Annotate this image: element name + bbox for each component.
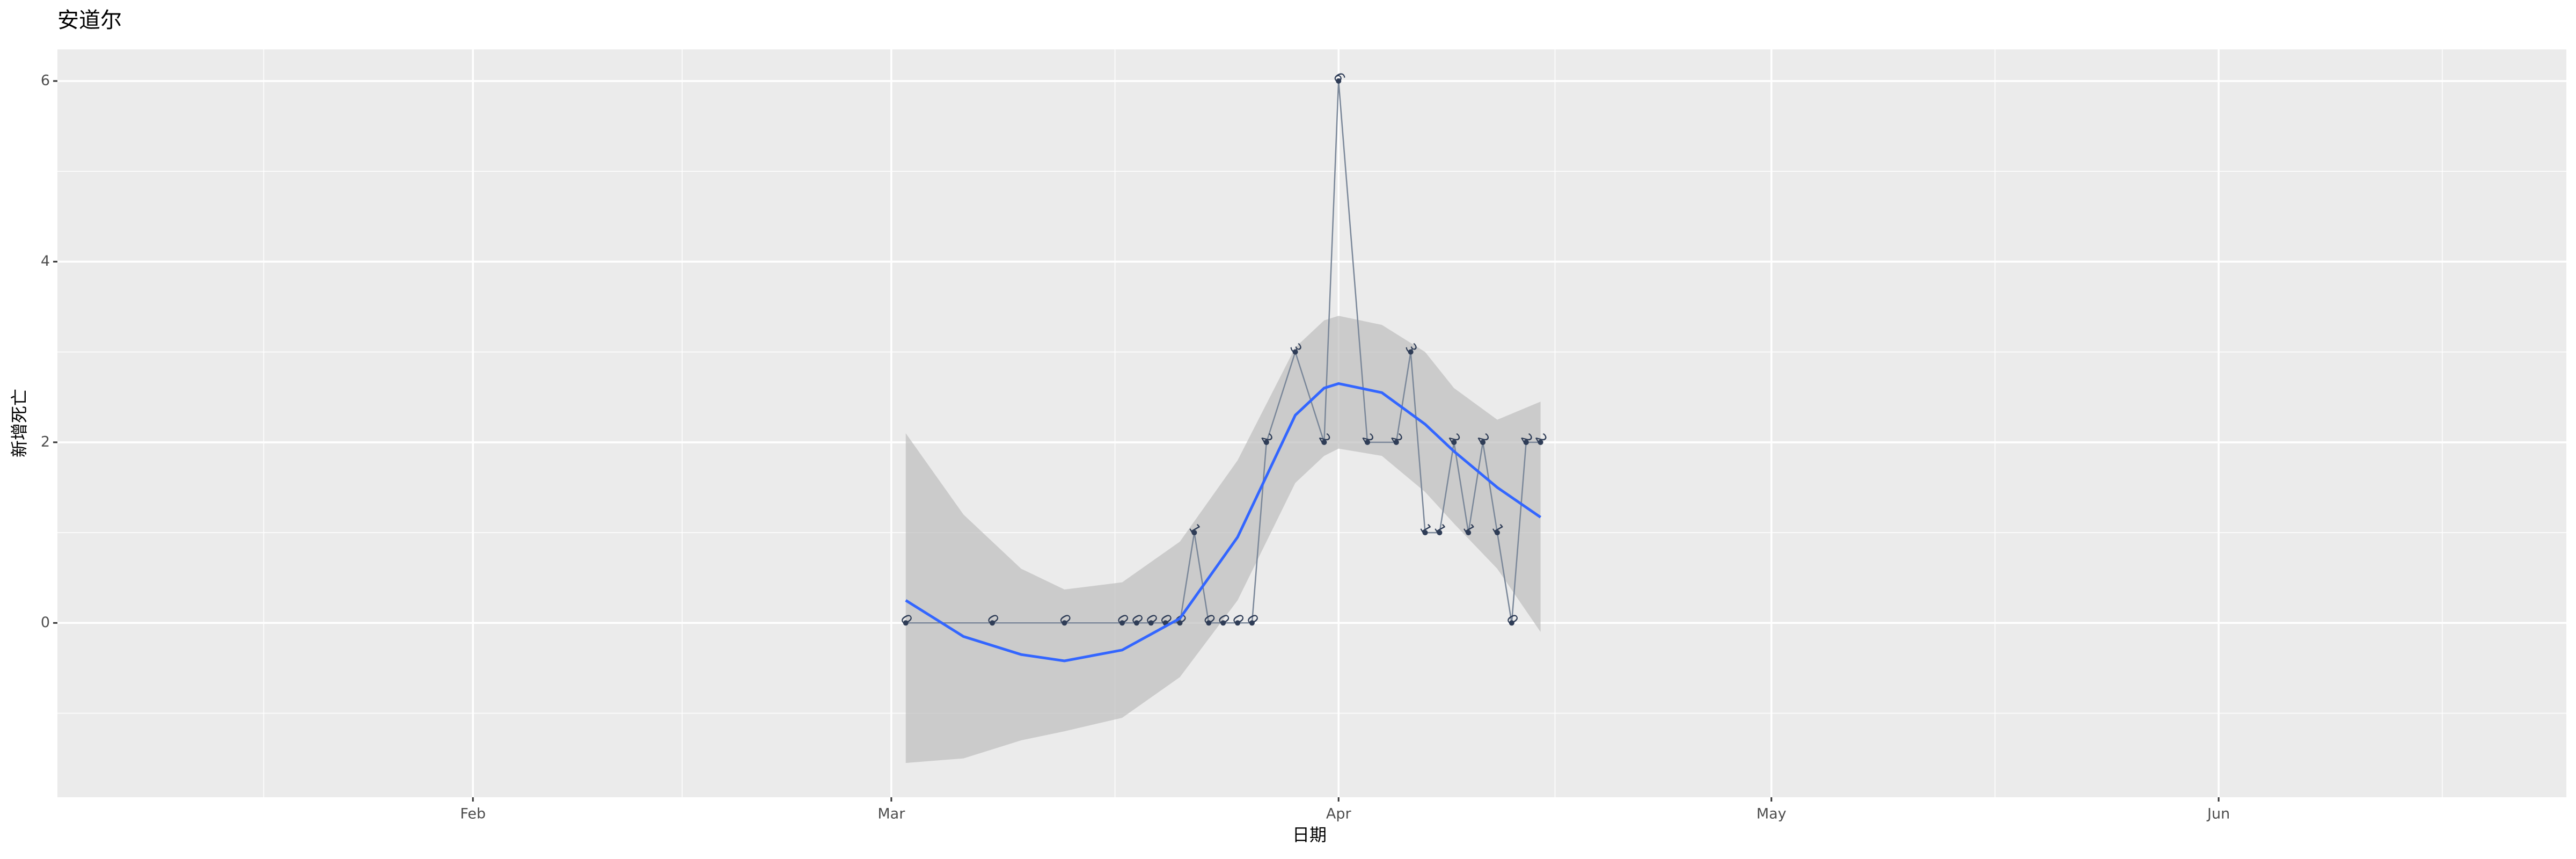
data-point — [1119, 620, 1125, 626]
data-point — [1235, 620, 1241, 626]
y-tick-label: 2 — [41, 433, 50, 450]
x-tick-label: Apr — [1326, 806, 1352, 822]
data-point — [1191, 530, 1197, 536]
data-point — [1538, 439, 1543, 445]
y-tick-label: 4 — [41, 253, 50, 270]
data-point — [1249, 620, 1255, 626]
data-point — [990, 620, 996, 626]
y-tick-label: 0 — [41, 614, 50, 631]
data-point — [1509, 620, 1514, 626]
confidence-band — [905, 316, 1541, 763]
smooth-line — [905, 382, 1542, 663]
data-point — [1451, 439, 1457, 445]
data-point — [1292, 349, 1298, 355]
x-tick-label: Feb — [460, 806, 486, 822]
chart-title: 安道尔 — [57, 8, 122, 33]
data-point — [1494, 530, 1500, 536]
x-tick-label: Mar — [877, 806, 905, 822]
data-point — [1177, 620, 1183, 626]
data-point — [1422, 530, 1428, 536]
data-point — [1437, 530, 1443, 536]
y-axis-title: 新增死亡 — [9, 389, 30, 457]
data-point — [1393, 439, 1399, 445]
x-tick-label: Jun — [2206, 806, 2230, 822]
y-tick-label: 6 — [41, 72, 50, 89]
data-point — [1480, 439, 1486, 445]
data-point — [1321, 439, 1327, 445]
data-point — [1148, 620, 1154, 626]
data-point — [1220, 620, 1226, 626]
data-point — [1206, 620, 1212, 626]
data-point — [1336, 78, 1342, 84]
x-axis-title: 日期 — [1292, 825, 1327, 845]
data-point — [903, 620, 909, 626]
data-point — [1365, 439, 1371, 445]
x-tick-label: May — [1757, 806, 1787, 822]
data-point — [1466, 530, 1472, 536]
data-point — [1133, 620, 1139, 626]
data-point — [1408, 349, 1414, 355]
data-point — [1263, 439, 1269, 445]
data-point — [1523, 439, 1529, 445]
data-point — [1062, 620, 1067, 626]
